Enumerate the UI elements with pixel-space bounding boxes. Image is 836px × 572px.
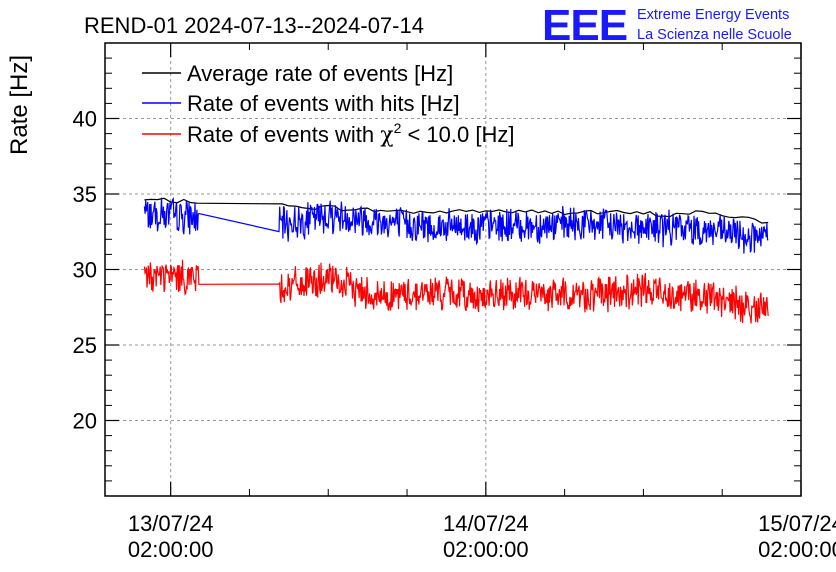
x-tick-label-date: 15/07/24	[758, 511, 836, 536]
y-axis-label: Rate [Hz]	[6, 55, 33, 155]
legend-label-average: Average rate of events [Hz]	[187, 61, 453, 86]
y-tick-label: 20	[73, 409, 97, 434]
y-tick-label: 25	[73, 333, 97, 358]
legend: Average rate of events [Hz] Rate of even…	[142, 61, 514, 148]
y-tick-label: 40	[73, 107, 97, 132]
chart-title: REND-01 2024-07-13--2024-07-14	[84, 13, 424, 38]
eee-logo: EEE	[542, 1, 627, 50]
legend-chi2-suffix: < 10.0 [Hz]	[401, 122, 514, 147]
y-tick-label: 35	[73, 182, 97, 207]
legend-chi2-symbol: χ	[380, 123, 393, 148]
logo-line-1: Extreme Energy Events	[637, 7, 789, 23]
legend-label-hits: Rate of events with hits [Hz]	[187, 91, 460, 116]
x-tick-label-time: 02:00:00	[758, 537, 836, 562]
grid	[105, 43, 802, 496]
legend-chi2-prefix: Rate of events with	[187, 122, 380, 147]
plot-frame	[104, 42, 802, 497]
series-chi2	[143, 259, 769, 324]
legend-chi2-exponent: 2	[394, 120, 402, 136]
legend-label-chi2: Rate of events with χ2 < 10.0 [Hz]	[187, 120, 514, 148]
axis-ticks: 202530354013/07/2402:00:0014/07/2402:00:…	[73, 43, 836, 562]
x-tick-label-time: 02:00:00	[443, 537, 529, 562]
series-hits	[143, 197, 769, 254]
x-tick-label-date: 13/07/24	[128, 511, 214, 536]
y-tick-label: 30	[73, 258, 97, 283]
x-tick-label-time: 02:00:00	[128, 537, 214, 562]
logo-line-2: La Scienza nelle Scuole	[637, 27, 792, 43]
series-group	[143, 197, 769, 324]
x-tick-label-date: 14/07/24	[443, 511, 529, 536]
